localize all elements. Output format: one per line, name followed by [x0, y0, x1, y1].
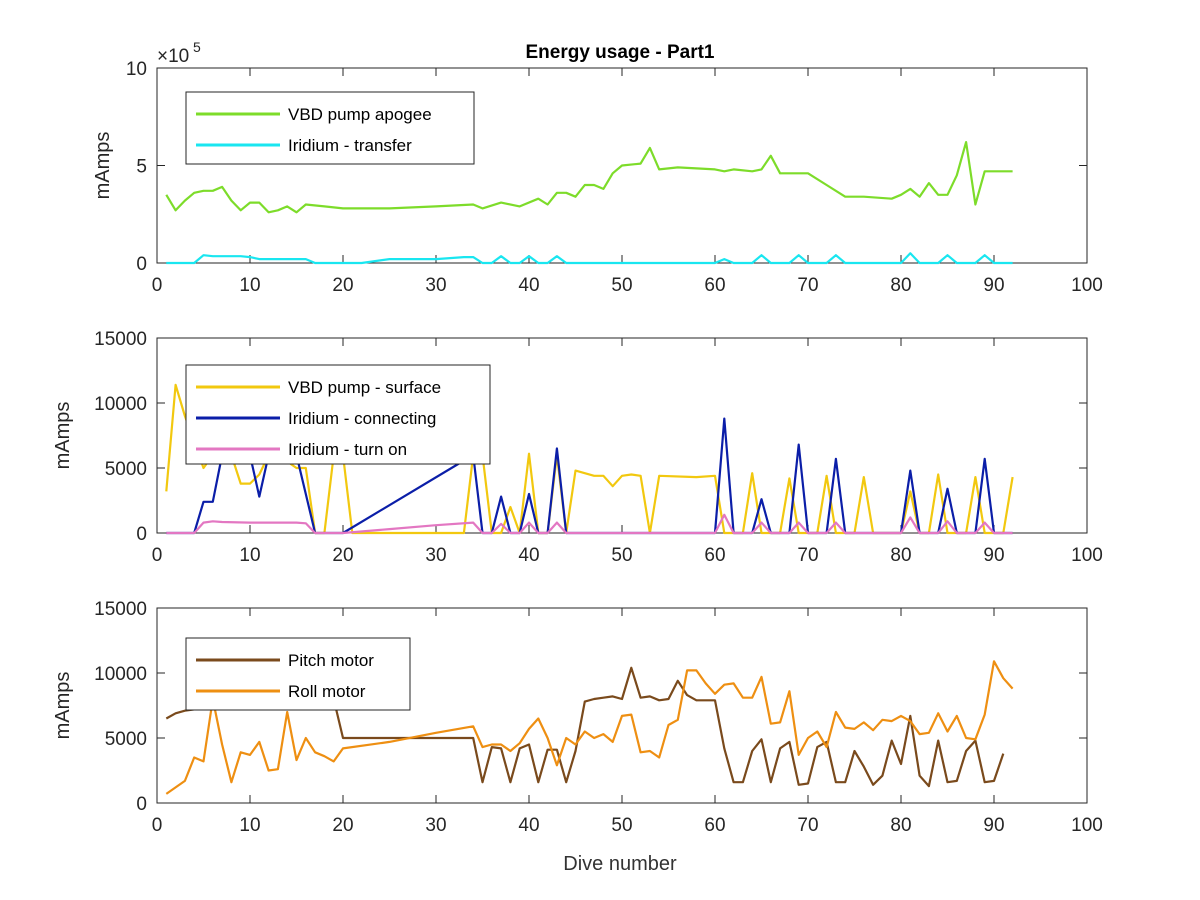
x-tick-label: 20 [332, 815, 353, 836]
legend-label: Iridium - transfer [288, 136, 412, 155]
y-tick-label: 5 [136, 157, 147, 178]
y-tick-label: 10 [126, 59, 147, 80]
x-tick-label: 70 [797, 815, 818, 836]
x-tick-label: 60 [704, 545, 725, 566]
x-tick-label: 0 [152, 275, 163, 296]
x-tick-label: 80 [890, 275, 911, 296]
x-tick-label: 90 [983, 815, 1004, 836]
y-tick-label: 0 [136, 794, 147, 815]
y-tick-label: 10000 [94, 664, 147, 685]
x-tick-label: 20 [332, 275, 353, 296]
legend-2: VBD pump - surface Iridium - connecting Ir… [185, 364, 491, 465]
y-axis-label: mAmps [52, 672, 74, 740]
legend-3: Pitch motor Roll motor [185, 637, 411, 711]
x-tick-label: 100 [1071, 545, 1103, 566]
x-tick-label: 40 [518, 275, 539, 296]
x-tick-label: 30 [425, 815, 446, 836]
series-line-roll-motor [165, 660, 1014, 795]
x-tick-label: 60 [704, 815, 725, 836]
x-tick-label: 90 [983, 275, 1004, 296]
x-tick-label: 70 [797, 545, 818, 566]
y-tick-label: 15000 [94, 599, 147, 620]
legend-label: Roll motor [288, 682, 366, 701]
x-tick-label: 100 [1071, 815, 1103, 836]
x-tick-label: 30 [425, 545, 446, 566]
x-axis-label: Dive number [563, 853, 677, 875]
x-tick-label: 40 [518, 545, 539, 566]
series-line-vbd-pump-apogee [165, 141, 1013, 214]
series-line-pitch-motor [165, 666, 1005, 788]
x-tick-label: 10 [239, 275, 260, 296]
x-tick-label: 40 [518, 815, 539, 836]
legend-label: Iridium - turn on [288, 440, 407, 459]
x-tick-label: 50 [611, 545, 632, 566]
x-tick-label: 80 [890, 545, 911, 566]
figure-title: Energy usage - Part1 [525, 42, 714, 63]
x-tick-label: 0 [152, 545, 163, 566]
y-exponent-label: ×10 [157, 46, 189, 67]
x-tick-label: 20 [332, 545, 353, 566]
legend-label: Iridium - connecting [288, 409, 436, 428]
x-tick-label: 10 [239, 815, 260, 836]
y-axis-label: mAmps [92, 132, 114, 200]
x-tick-label: 100 [1071, 275, 1103, 296]
legend-label: Pitch motor [288, 651, 374, 670]
x-tick-label: 30 [425, 275, 446, 296]
y-tick-label: 0 [136, 524, 147, 545]
legend-label: VBD pump apogee [288, 105, 432, 124]
y-tick-label: 10000 [94, 394, 147, 415]
y-axis-label: mAmps [52, 402, 74, 470]
legend-box [185, 91, 475, 165]
x-tick-label: 50 [611, 275, 632, 296]
legend-label: VBD pump - surface [288, 378, 441, 397]
series-line-iridium-transfer [166, 252, 1013, 265]
x-tick-label: 60 [704, 275, 725, 296]
axes-2: 0 10 20 30 40 50 60 70 80 90 100 0 5000 10000 15000 mAm… [52, 329, 1103, 566]
x-tick-label: 10 [239, 545, 260, 566]
y-tick-label: 0 [136, 254, 147, 275]
x-tick-label: 80 [890, 815, 911, 836]
y-exponent-power: 5 [193, 39, 201, 55]
series-line-iridium-turn-on [166, 513, 1013, 535]
y-tick-label: 5000 [105, 459, 147, 480]
x-tick-label: 90 [983, 545, 1004, 566]
legend-box [185, 637, 411, 711]
x-tick-label: 70 [797, 275, 818, 296]
legend-1: VBD pump apogee Iridium - transfer [185, 91, 475, 165]
x-tick-label: 0 [152, 815, 163, 836]
y-tick-label: 15000 [94, 329, 147, 350]
axes-3: 0 10 20 30 40 50 60 70 80 90 100 0 5000 10000 15000 mAm… [52, 599, 1103, 836]
y-tick-label: 5000 [105, 729, 147, 750]
x-tick-label: 50 [611, 815, 632, 836]
